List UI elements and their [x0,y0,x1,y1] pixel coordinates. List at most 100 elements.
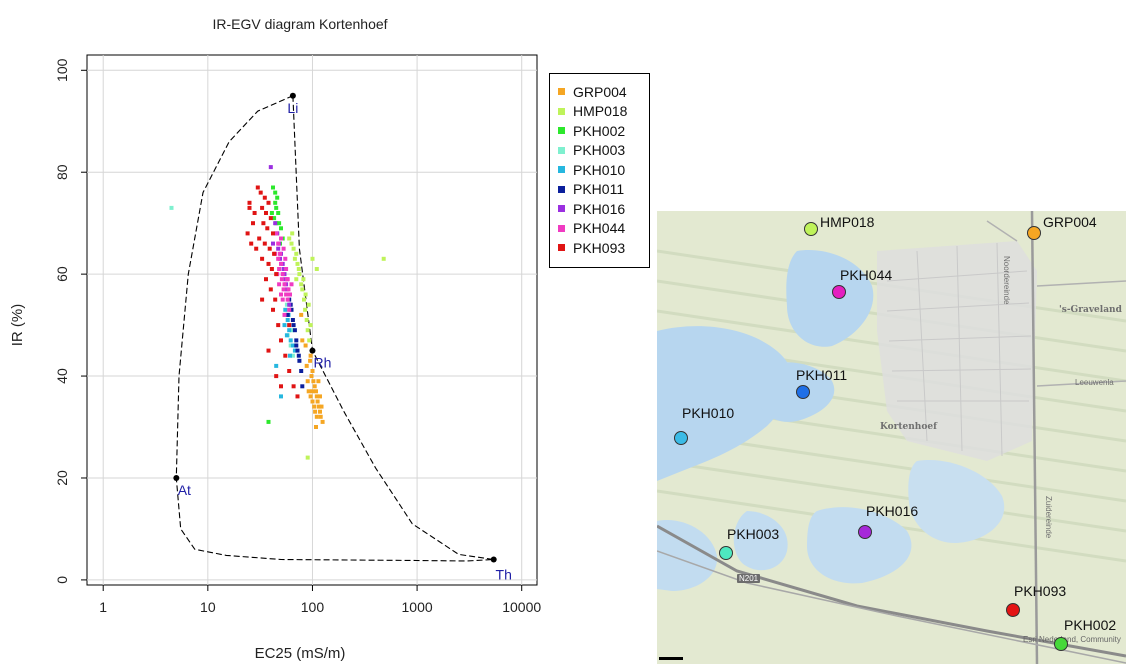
data-point [289,241,294,246]
data-point [278,251,282,256]
y-tick-label: 20 [54,470,70,486]
data-point [283,353,288,358]
data-point [310,369,315,373]
map-scalebar [659,657,683,660]
site-label: PKH044 [840,267,893,283]
data-point [295,348,300,353]
data-point [262,195,267,200]
legend-label: PKH002 [573,122,626,139]
data-point [295,261,300,266]
site-label: PKH010 [682,405,735,421]
map-site-grp004[interactable]: GRP004 [1027,214,1097,240]
reference-label-at: At [178,482,191,498]
legend-item-pkh044: PKH044 [558,219,649,239]
x-axis-label: EC25 (mS/m) [255,645,346,662]
data-point [268,165,273,170]
data-point [289,328,294,333]
map-site-pkh016[interactable]: PKH016 [858,503,918,539]
data-point [294,251,299,256]
x-tick-label: 1000 [402,599,433,615]
data-point [306,389,311,394]
data-point [282,312,287,317]
data-point [305,455,310,460]
data-point [255,185,260,190]
site-marker-icon [832,285,846,299]
data-point [287,302,292,307]
x-tick-label: 10000 [502,599,541,615]
data-point [291,384,296,389]
y-axis-label: IR (%) [9,304,26,347]
data-point [282,323,287,328]
legend-label: PKH003 [573,142,626,159]
data-point [281,246,286,251]
x-tick-label: 100 [301,599,325,615]
data-point [279,236,283,241]
data-point [279,261,283,266]
legend-swatch [558,205,565,213]
data-point [299,282,304,287]
site-label: HMP018 [820,214,875,230]
map-site-pkh011[interactable]: PKH011 [796,367,847,399]
data-point [274,231,279,236]
data-point [300,287,305,292]
data-point [274,374,279,379]
data-point [281,287,286,292]
legend-swatch [558,244,565,252]
data-point [279,226,283,231]
location-map[interactable]: 's-Graveland Kortenhoef Leeuwenla Noorde… [657,211,1126,664]
legend-item-pkh016: PKH016 [558,199,649,219]
data-point [280,297,285,302]
data-point [290,343,295,348]
data-point [280,272,285,277]
data-point [312,404,317,409]
data-point [279,277,284,282]
road-label-n201: N201 [737,574,761,583]
site-label: PKH002 [1064,617,1117,633]
data-point [300,384,305,389]
data-point [276,241,281,246]
data-point [314,389,318,394]
data-point [305,379,310,384]
data-point [261,221,266,226]
y-tick-label: 0 [54,576,70,584]
data-point [284,267,289,271]
legend-label: PKH093 [573,239,626,256]
map-site-pkh002[interactable]: PKH002 [1054,617,1116,651]
data-point [316,404,321,409]
data-point [169,205,174,210]
data-point [284,333,289,338]
data-point [310,256,315,261]
data-point [264,211,268,215]
data-point [254,246,259,251]
data-point [264,277,268,282]
map-site-pkh044[interactable]: PKH044 [832,267,892,299]
site-marker-icon [1006,603,1020,617]
legend-swatch [558,224,565,232]
legend-label: PKH011 [573,181,625,198]
data-series [169,165,386,460]
map-site-pkh093[interactable]: PKH093 [1006,583,1066,617]
data-point [292,348,297,353]
map-site-pkh010[interactable]: PKH010 [674,405,734,445]
reference-point-th [490,556,497,563]
map-site-pkh003[interactable]: PKH003 [719,526,779,560]
data-point [279,384,283,389]
data-point [308,358,313,363]
data-point [288,353,292,358]
legend-label: PKH044 [573,220,626,237]
data-point [288,338,293,343]
site-label: GRP004 [1043,214,1097,230]
data-point [271,241,275,246]
data-point [310,389,315,394]
data-point [273,190,278,195]
data-point [277,282,282,287]
data-point [276,323,281,328]
data-point [274,205,279,210]
data-point [295,394,300,399]
data-point [291,246,296,251]
map-site-hmp018[interactable]: HMP018 [804,214,874,236]
data-point [314,394,319,399]
data-point [266,419,271,424]
data-point [268,216,273,221]
ir-egv-scatter-chart: Li Rh At Th 1 10 100 1000 10000 0 20 40 60 80 100 IR… [9,16,541,662]
